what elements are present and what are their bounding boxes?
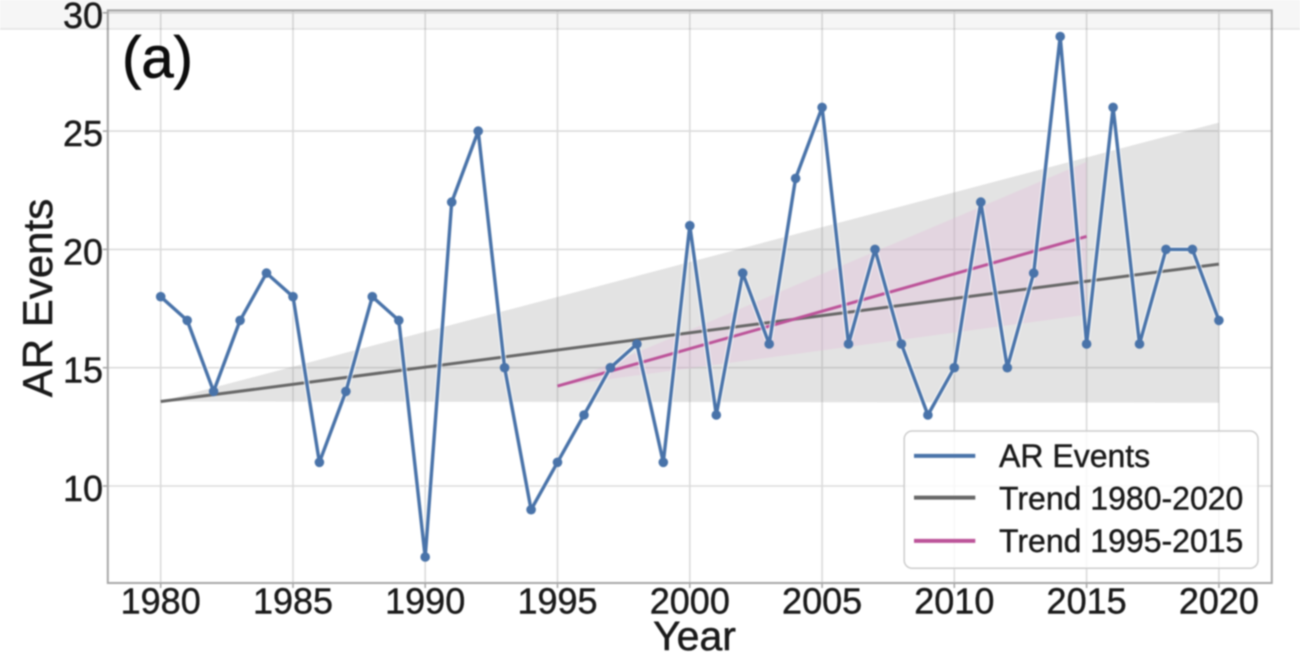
- svg-text:Trend 1995-2015: Trend 1995-2015: [999, 523, 1243, 559]
- svg-text:2015: 2015: [1047, 580, 1127, 621]
- svg-text:2010: 2010: [914, 580, 994, 621]
- svg-text:1990: 1990: [385, 580, 465, 621]
- svg-text:15: 15: [63, 350, 103, 391]
- svg-text:30: 30: [63, 0, 103, 36]
- svg-text:Year: Year: [653, 613, 736, 659]
- svg-text:1995: 1995: [517, 580, 597, 621]
- svg-text:1980: 1980: [121, 580, 201, 621]
- svg-text:1985: 1985: [253, 580, 333, 621]
- svg-text:Trend 1980-2020: Trend 1980-2020: [999, 481, 1243, 517]
- svg-text:20: 20: [63, 231, 103, 272]
- svg-text:25: 25: [63, 113, 103, 154]
- svg-text:2005: 2005: [782, 580, 862, 621]
- svg-text:AR Events: AR Events: [999, 438, 1150, 474]
- svg-text:(a): (a): [122, 26, 193, 91]
- svg-text:2000: 2000: [650, 580, 730, 621]
- svg-text:10: 10: [63, 468, 103, 509]
- svg-text:AR Events: AR Events: [14, 199, 61, 397]
- svg-text:2020: 2020: [1179, 580, 1259, 621]
